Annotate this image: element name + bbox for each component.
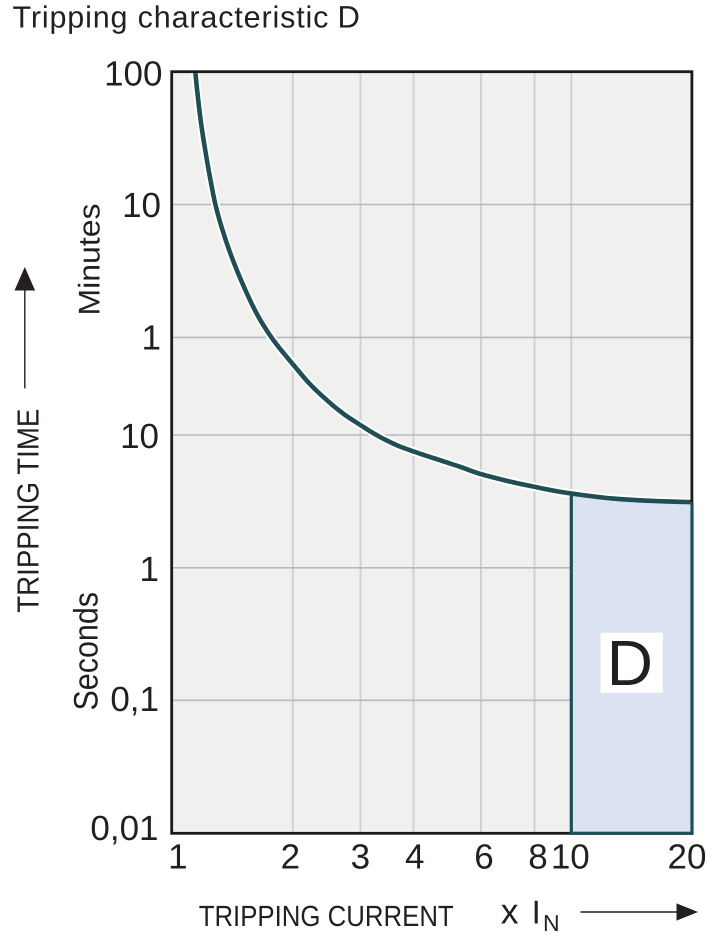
svg-text:4: 4 bbox=[405, 838, 424, 877]
svg-text:1: 1 bbox=[140, 550, 159, 589]
svg-text:10: 10 bbox=[120, 417, 159, 456]
svg-text:20: 20 bbox=[668, 838, 707, 877]
svg-text:100: 100 bbox=[104, 54, 162, 93]
svg-text:Tripping characteristic: Tripping characteristic bbox=[13, 1, 330, 35]
svg-text:10: 10 bbox=[551, 838, 590, 877]
svg-text:0,01: 0,01 bbox=[90, 809, 158, 848]
svg-text:3: 3 bbox=[351, 838, 370, 877]
svg-text:6: 6 bbox=[474, 838, 493, 877]
svg-text:10: 10 bbox=[122, 186, 161, 225]
svg-text:Seconds: Seconds bbox=[67, 592, 105, 711]
svg-text:D: D bbox=[338, 0, 360, 35]
svg-text:D: D bbox=[607, 627, 653, 699]
svg-text:TRIPPING CURRENT: TRIPPING CURRENT bbox=[199, 901, 454, 933]
svg-text:x: x bbox=[501, 892, 519, 932]
svg-text:1: 1 bbox=[168, 838, 187, 877]
svg-text:1: 1 bbox=[142, 319, 161, 358]
svg-text:0,1: 0,1 bbox=[110, 680, 159, 719]
svg-text:8: 8 bbox=[528, 838, 547, 877]
svg-text:N: N bbox=[543, 910, 560, 936]
svg-text:2: 2 bbox=[281, 838, 300, 877]
svg-text:TRIPPING TIME: TRIPPING TIME bbox=[11, 409, 45, 613]
svg-text:I: I bbox=[532, 894, 541, 931]
svg-text:Minutes: Minutes bbox=[73, 204, 106, 316]
